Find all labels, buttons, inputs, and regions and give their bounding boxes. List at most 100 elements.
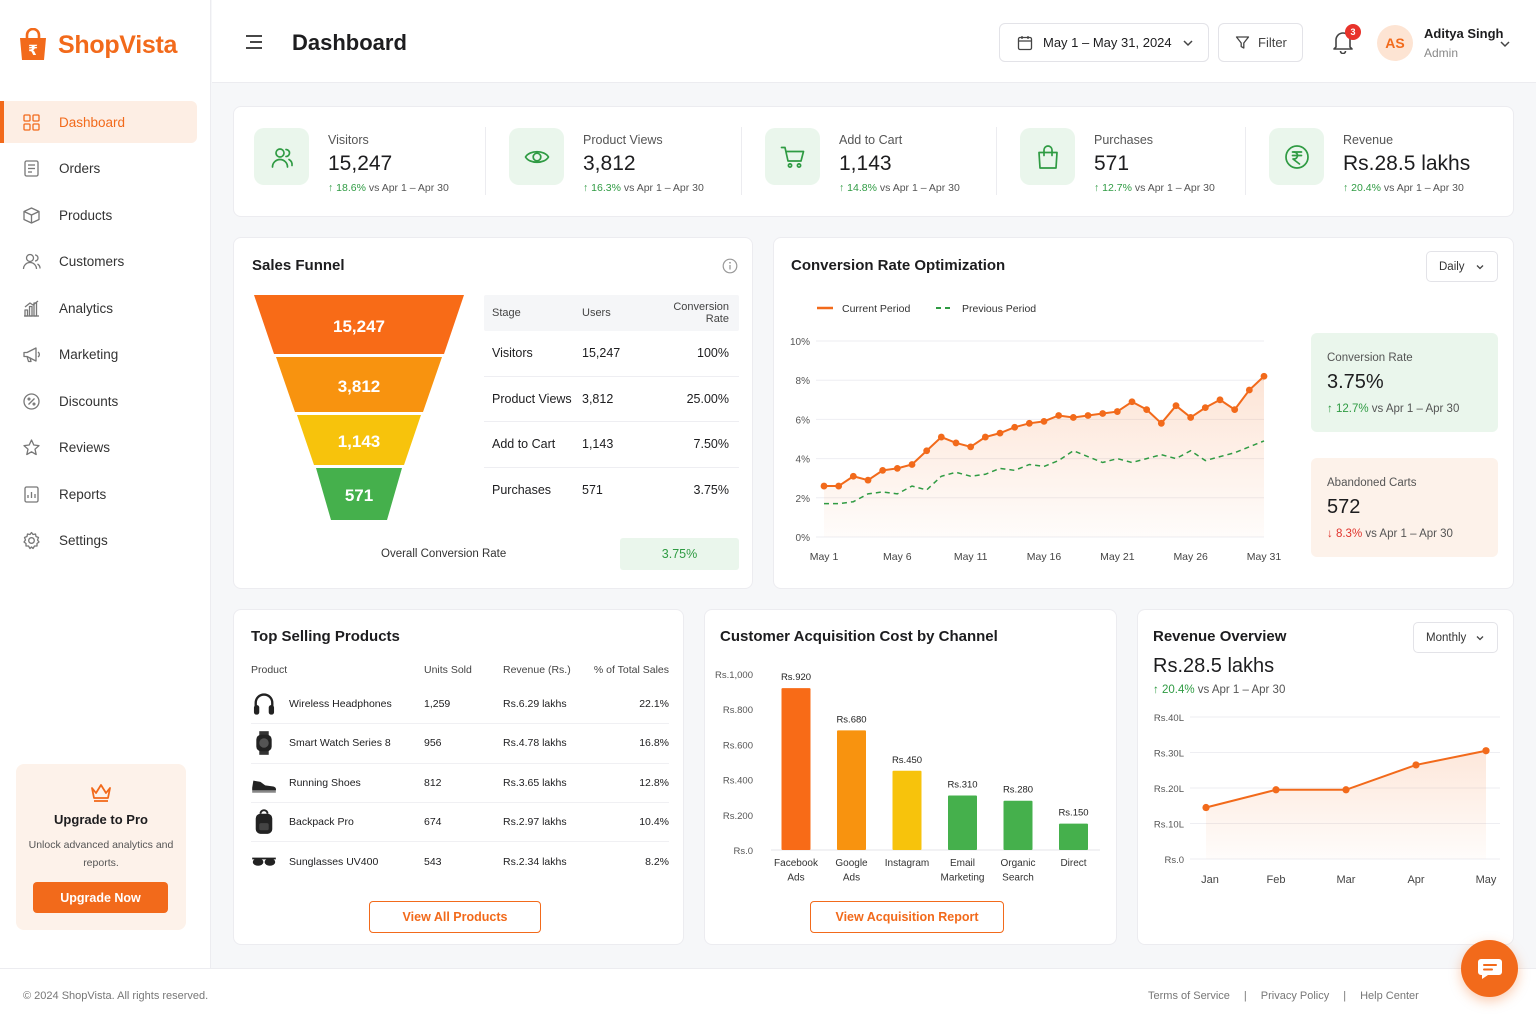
- sidebar-item-products[interactable]: Products: [0, 194, 211, 236]
- funnel-value: 571: [345, 486, 373, 505]
- bar-value-label: Rs.450: [892, 755, 922, 766]
- y-tick-label: Rs.800: [723, 705, 753, 716]
- product-cell: Smart Watch Series 8: [251, 730, 424, 756]
- view-all-products-button[interactable]: View All Products: [369, 901, 541, 933]
- kpi-delta: ↑ 14.8% vs Apr 1 – Apr 30: [839, 182, 960, 194]
- kpi-icon-box: [1269, 128, 1324, 185]
- current-period-point: [1025, 419, 1033, 427]
- product-name: Running Shoes: [289, 776, 361, 789]
- chat-icon: [1477, 958, 1502, 979]
- funnel-table-row: Purchases 571 3.75%: [484, 468, 739, 514]
- kpi-icon-box: [1020, 128, 1075, 185]
- user-menu-chevron-icon[interactable]: [1499, 38, 1511, 50]
- y-tick-label: 2%: [796, 494, 811, 505]
- y-tick-label: Rs.10L: [1154, 820, 1184, 831]
- users-header: Users: [582, 307, 611, 319]
- revenue-line-chart: Rs.0 Rs.10L Rs.20L Rs.30L Rs.40L Jan Feb Mar Apr…: [1154, 713, 1500, 886]
- conversion-rate-header: Conversion Rate: [673, 301, 729, 325]
- footer-separator: |: [1343, 990, 1347, 1002]
- kpi-visitors: Visitors 15,247 ↑ 18.6% vs Apr 1 – Apr 30: [234, 107, 484, 217]
- chat-support-button[interactable]: [1461, 940, 1518, 997]
- footer-link-terms-of-service[interactable]: Terms of Service: [1148, 990, 1230, 1002]
- page-title: Dashboard: [292, 30, 407, 55]
- current-period-point: [1084, 412, 1092, 419]
- info-icon[interactable]: [722, 258, 738, 274]
- user-name[interactable]: Aditya Singh: [1424, 26, 1504, 41]
- upgrade-title: Upgrade to Pro: [54, 812, 148, 827]
- table-row[interactable]: Wireless Headphones 1,259 Rs.6.29 lakhs 22.…: [251, 685, 669, 725]
- funnel-table-row: Add to Cart 1,143 7.50%: [484, 422, 739, 468]
- sidebar-item-reports[interactable]: Reports: [0, 473, 211, 515]
- sidebar-item-reviews[interactable]: Reviews: [0, 427, 211, 469]
- x-tick-label: Apr: [1407, 874, 1424, 886]
- kpi-value: 3,812: [583, 152, 636, 175]
- period-select-monthly[interactable]: Monthly: [1413, 622, 1498, 653]
- bar-value-label: Rs.920: [781, 672, 811, 683]
- current-period-point: [1143, 406, 1151, 413]
- x-tick-label: May: [1476, 874, 1497, 886]
- conversion-rate-delta: ↑ 12.7% vs Apr 1 – Apr 30: [1327, 403, 1460, 415]
- units-cell: 956: [424, 737, 442, 750]
- stage-cell: Add to Cart: [492, 437, 556, 452]
- x-category-label: Search: [1002, 873, 1034, 884]
- sales-funnel-card: Sales Funnel 15,247 3,812 1,143 571 Stage U…: [233, 237, 753, 589]
- upgrade-description: Unlock advanced analytics and reports.: [28, 839, 174, 869]
- revenue-cell: Rs.2.97 lakhs: [503, 816, 567, 829]
- sidebar-item-orders[interactable]: Orders: [0, 148, 211, 190]
- bar: [1059, 823, 1088, 850]
- sidebar-item-customers[interactable]: Customers: [0, 241, 211, 283]
- period-select-daily[interactable]: Daily: [1426, 251, 1498, 282]
- svg-text:₹: ₹: [28, 42, 38, 58]
- bar: [837, 730, 866, 850]
- y-tick-label: 10%: [790, 337, 810, 348]
- users-cell: 1,143: [582, 437, 614, 452]
- table-row[interactable]: Sunglasses UV400 543 Rs.2.34 lakhs 8.2%: [251, 842, 669, 881]
- footer-link-privacy-policy[interactable]: Privacy Policy: [1260, 990, 1330, 1002]
- footer-link-help-center[interactable]: Help Center: [1360, 990, 1419, 1002]
- current-period-point: [1187, 414, 1195, 421]
- x-tick-label: May 31: [1247, 551, 1282, 563]
- sidebar-item-dashboard[interactable]: Dashboard: [0, 101, 197, 143]
- revenue-point: [1202, 803, 1210, 812]
- upgrade-now-button[interactable]: Upgrade Now: [33, 882, 168, 913]
- sidebar-item-label: Reviews: [59, 440, 111, 455]
- revenue-point: [1272, 786, 1280, 794]
- table-row[interactable]: Backpack Pro 674 Rs.2.97 lakhs 10.4%: [251, 803, 669, 843]
- sidebar-item-settings[interactable]: Settings: [0, 520, 211, 562]
- users-icon: [271, 147, 293, 168]
- conversion-rate-box: Conversion Rate 3.75% ↑ 12.7% vs Apr 1 –…: [1311, 333, 1498, 432]
- view-acquisition-report-button[interactable]: View Acquisition Report: [810, 901, 1004, 933]
- current-period-point: [1157, 419, 1165, 427]
- footer-separator: |: [1243, 990, 1247, 1002]
- users-cell: 571: [582, 483, 603, 498]
- x-category-label: Marketing: [941, 873, 985, 884]
- avatar[interactable]: AS: [1377, 25, 1413, 61]
- filter-button[interactable]: Filter: [1218, 23, 1303, 62]
- abandoned-carts-box: Abandoned Carts 572 ↓ 8.3% vs Apr 1 – Ap…: [1311, 458, 1498, 557]
- current-period-point: [996, 429, 1004, 437]
- table-row[interactable]: Smart Watch Series 8 956 Rs.4.78 lakhs 16.8…: [251, 724, 669, 764]
- shoe-icon: [252, 780, 277, 793]
- funnel-table-row: Product Views 3,812 25.00%: [484, 377, 739, 422]
- units-cell: 1,259: [424, 698, 451, 711]
- y-tick-label: Rs.40L: [1154, 713, 1184, 724]
- menu-toggle-icon[interactable]: [244, 33, 264, 51]
- bar: [948, 795, 977, 850]
- sidebar-item-marketing[interactable]: Marketing: [0, 334, 211, 376]
- box-icon: [23, 206, 40, 224]
- watch-icon: [256, 731, 272, 756]
- funnel-table-row: Visitors 15,247 100%: [484, 331, 739, 377]
- sidebar-item-analytics[interactable]: Analytics: [0, 287, 211, 329]
- brand-logo[interactable]: ₹ ShopVista: [18, 28, 177, 62]
- abandoned-carts-delta: ↓ 8.3% vs Apr 1 – Apr 30: [1327, 528, 1453, 540]
- table-row[interactable]: Running Shoes 812 Rs.3.65 lakhs 12.8%: [251, 764, 669, 803]
- y-tick-label: 0%: [796, 533, 811, 544]
- chevron-down-icon: [1476, 264, 1484, 269]
- kpi-card: Visitors 15,247 ↑ 18.6% vs Apr 1 – Apr 30 P…: [233, 106, 1514, 217]
- x-tick-label: Jan: [1201, 874, 1219, 886]
- acquisition-bar-chart: Rs.0 Rs.200 Rs.400 Rs.600 Rs.800 Rs.1,000 Rs.9…: [715, 670, 1100, 884]
- funnel-table-header: Stage Users Conversion Rate: [484, 295, 739, 331]
- date-range-picker[interactable]: May 1 – May 31, 2024: [999, 23, 1209, 62]
- sidebar-item-discounts[interactable]: Discounts: [0, 380, 211, 422]
- funnel-value: 1,143: [338, 432, 381, 451]
